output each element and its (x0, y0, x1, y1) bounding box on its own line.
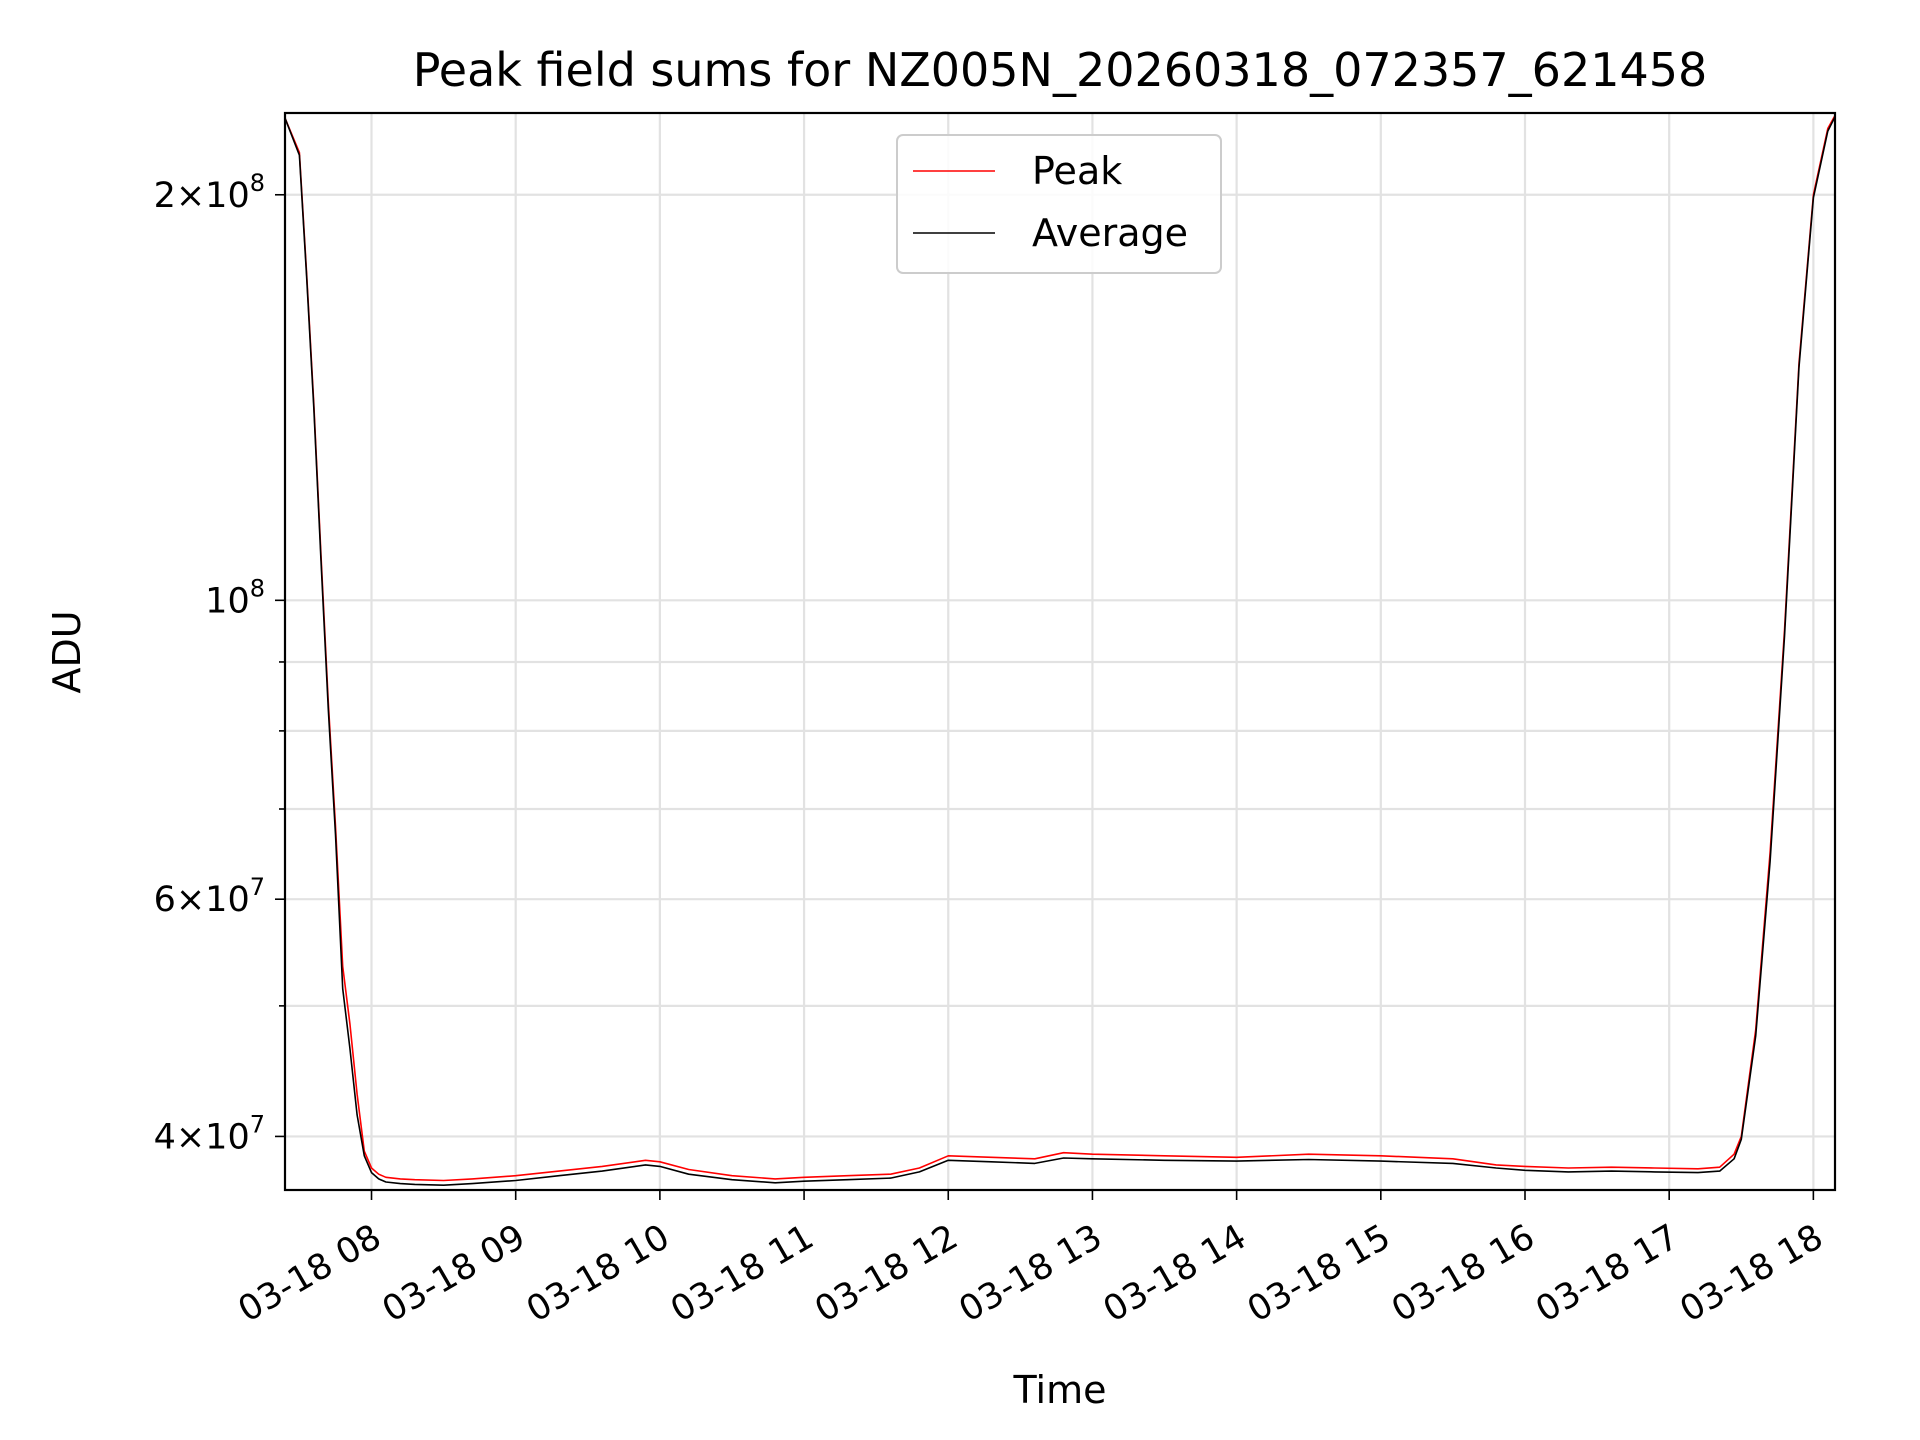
y-axis-ticks: 4×107 6×107 108 2×108 (154, 169, 285, 1157)
y-tick-label: 2×108 (154, 169, 265, 216)
legend-box (896, 134, 1222, 274)
plot-frame (283, 111, 1837, 1192)
x-axis-label: Time (1013, 1368, 1107, 1412)
legend: Peak Average (896, 134, 1222, 274)
series-average-line (284, 116, 1836, 1186)
y-tick-label: 6×107 (154, 873, 265, 920)
chart-title: Peak field sums for NZ005N_20260318_0723… (413, 43, 1708, 97)
y-tick-label: 108 (205, 574, 265, 621)
y-tick-label: 4×107 (154, 1110, 265, 1157)
series-peak-line (284, 115, 1836, 1182)
series-lines (284, 115, 1836, 1186)
y-axis-label: ADU (45, 610, 89, 693)
legend-peak-label: Peak (1032, 149, 1122, 193)
legend-average-label: Average (1032, 211, 1188, 255)
